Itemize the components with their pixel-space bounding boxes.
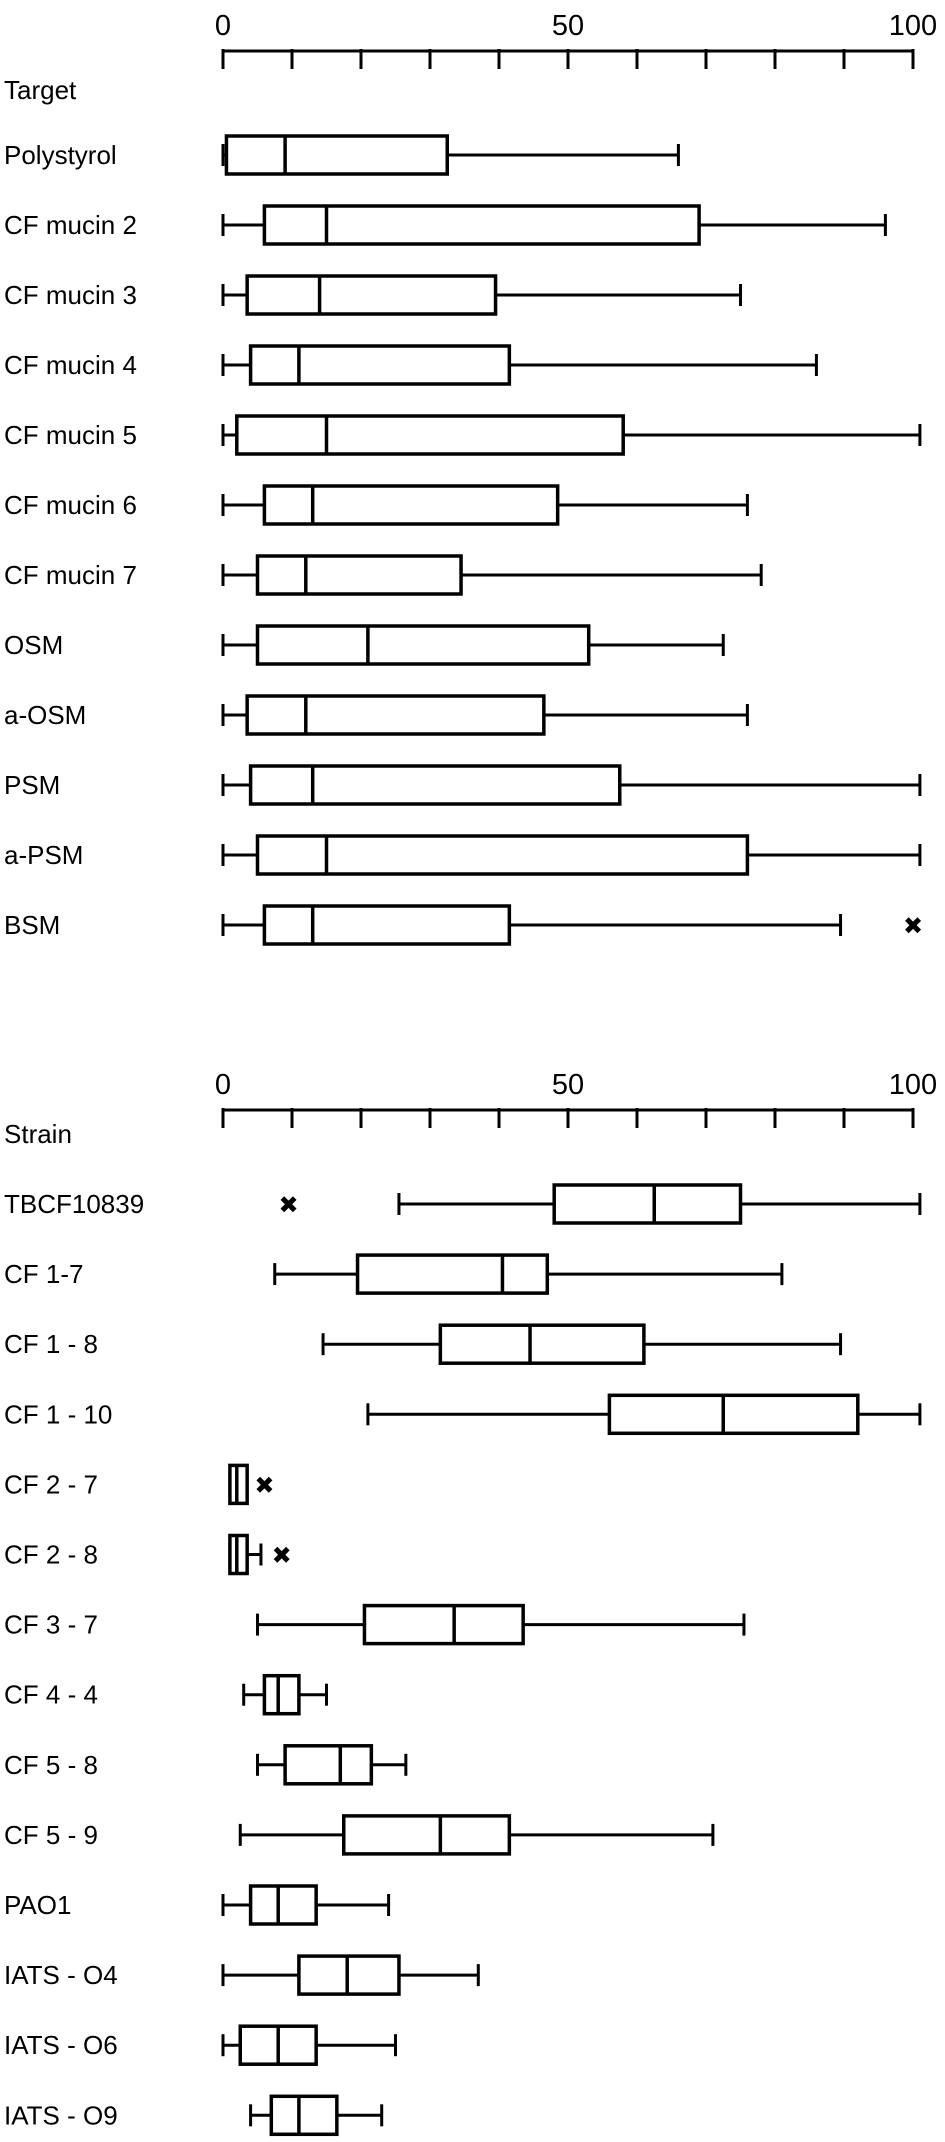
box-row: OSM bbox=[4, 624, 725, 666]
box-row: CF mucin 6 bbox=[4, 484, 749, 526]
box-row: CF mucin 3 bbox=[4, 274, 742, 316]
iqr-box bbox=[283, 1744, 374, 1786]
x-tick-label: 100 bbox=[889, 10, 937, 42]
box-row: CF 3 - 7 bbox=[4, 1603, 746, 1646]
box-row: CF mucin 5 bbox=[4, 414, 922, 456]
row-label: CF 5 - 8 bbox=[4, 1750, 98, 1780]
iqr-box bbox=[248, 764, 622, 806]
row-label: CF 4 - 4 bbox=[4, 1680, 98, 1710]
iqr-box bbox=[235, 414, 625, 456]
iqr-box bbox=[607, 1393, 860, 1436]
row-label: Polystyrol bbox=[4, 140, 117, 170]
outlier-marker: ✖ bbox=[272, 1542, 292, 1570]
row-label: PSM bbox=[4, 770, 60, 800]
box-row: TBCF10839 ✖ bbox=[4, 1183, 922, 1225]
row-label: CF 5 - 9 bbox=[4, 1820, 98, 1850]
box-row: CF mucin 4 bbox=[4, 344, 818, 386]
category-header: Target bbox=[4, 75, 77, 105]
row-label: CF 3 - 7 bbox=[4, 1610, 98, 1640]
row-label: CF 2 - 8 bbox=[4, 1540, 98, 1570]
box-row: CF 5 - 9 bbox=[4, 1814, 715, 1856]
x-tick-label: 100 bbox=[889, 1069, 937, 1101]
iqr-box bbox=[362, 1603, 525, 1646]
box-row: CF mucin 7 bbox=[4, 554, 763, 596]
iqr-box bbox=[255, 834, 750, 876]
row-label: CF 1 - 10 bbox=[4, 1399, 112, 1429]
row-label: CF mucin 5 bbox=[4, 420, 137, 450]
row-label: a-PSM bbox=[4, 840, 83, 870]
box-row: PAO1 bbox=[4, 1884, 391, 1926]
row-label: CF mucin 6 bbox=[4, 490, 137, 520]
box-row: IATS - O6 bbox=[4, 2024, 397, 2066]
box-row: CF 4 - 4 bbox=[4, 1673, 328, 1716]
box-row: CF mucin 2 bbox=[4, 204, 887, 246]
row-label: OSM bbox=[4, 630, 63, 660]
row-label: IATS - O4 bbox=[4, 1960, 118, 1990]
box-row: IATS - O4 bbox=[4, 1954, 480, 1996]
category-header: Strain bbox=[4, 1119, 72, 1149]
box-row: IATS - O9 bbox=[4, 2094, 384, 2137]
box-row: CF 2 - 7 ✖ bbox=[4, 1463, 274, 1506]
box-row: PSM bbox=[4, 764, 922, 806]
outlier-marker: ✖ bbox=[254, 1471, 274, 1499]
row-label: IATS - O6 bbox=[4, 2030, 118, 2060]
row-label: BSM bbox=[4, 910, 60, 940]
box-row: a-OSM bbox=[4, 694, 749, 736]
iqr-box bbox=[269, 2094, 339, 2137]
row-label: CF 2 - 7 bbox=[4, 1469, 98, 1499]
iqr-box bbox=[224, 134, 449, 176]
boxplot-panel-target: 0 50 100 Target Polystyrol CF mucin 2 CF mucin… bbox=[4, 10, 937, 946]
iqr-box bbox=[262, 204, 701, 246]
row-label: IATS - O9 bbox=[4, 2100, 118, 2130]
box-row: CF 1 - 8 bbox=[4, 1323, 843, 1365]
row-label: CF 1-7 bbox=[4, 1259, 83, 1289]
row-label: a-OSM bbox=[4, 700, 86, 730]
box-row: CF 5 - 8 bbox=[4, 1744, 408, 1786]
iqr-box bbox=[248, 1884, 318, 1926]
row-label: PAO1 bbox=[4, 1890, 71, 1920]
iqr-box bbox=[245, 694, 546, 736]
iqr-box bbox=[262, 1673, 301, 1716]
iqr-box bbox=[262, 904, 512, 946]
x-tick-label: 0 bbox=[215, 1069, 231, 1101]
iqr-box bbox=[262, 484, 560, 526]
boxplot-panel-strain: 0 50 100 Strain TBCF10839 ✖ CF 1-7 CF 1 - 8 CF 1… bbox=[4, 1069, 937, 2137]
box-row: BSM ✖ bbox=[4, 904, 923, 946]
box-row: a-PSM bbox=[4, 834, 922, 876]
x-tick-label: 50 bbox=[552, 1069, 584, 1101]
iqr-box bbox=[438, 1323, 646, 1365]
box-row: Polystyrol bbox=[4, 134, 680, 176]
row-label: CF mucin 3 bbox=[4, 280, 137, 310]
row-label: CF mucin 7 bbox=[4, 560, 137, 590]
iqr-box bbox=[255, 554, 463, 596]
iqr-box bbox=[552, 1183, 743, 1225]
iqr-box bbox=[255, 624, 591, 666]
box-row: CF 1-7 bbox=[4, 1253, 784, 1295]
iqr-box bbox=[245, 274, 498, 316]
row-label: CF mucin 4 bbox=[4, 350, 137, 380]
row-label: CF 1 - 8 bbox=[4, 1329, 98, 1359]
box-row: CF 2 - 8 ✖ bbox=[4, 1533, 292, 1576]
outlier-marker: ✖ bbox=[278, 1191, 298, 1219]
iqr-box bbox=[248, 344, 512, 386]
x-tick-label: 0 bbox=[215, 10, 231, 42]
row-label: CF mucin 2 bbox=[4, 210, 137, 240]
outlier-marker: ✖ bbox=[903, 912, 923, 940]
iqr-box bbox=[355, 1253, 550, 1295]
box-row: CF 1 - 10 bbox=[4, 1393, 922, 1436]
iqr-box bbox=[342, 1814, 512, 1856]
x-tick-label: 50 bbox=[552, 10, 584, 42]
row-label: TBCF10839 bbox=[4, 1189, 144, 1219]
